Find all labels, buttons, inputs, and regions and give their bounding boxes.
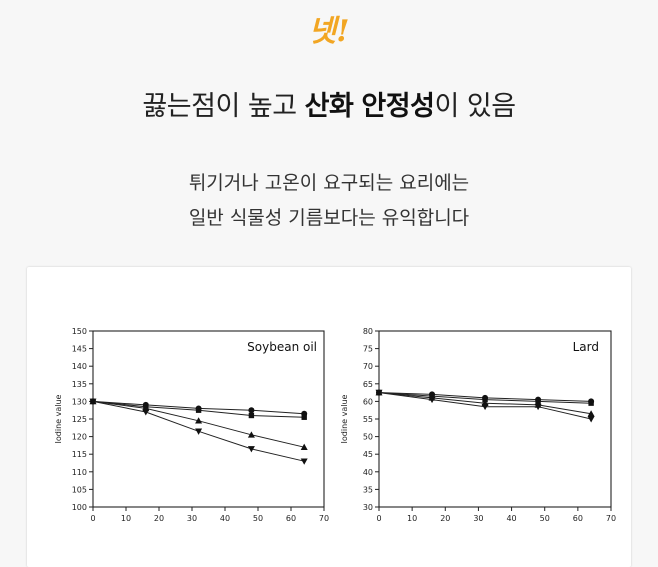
description: 튀기거나 고온이 요구되는 요리에는 일반 식물성 기름보다는 유익합니다 — [0, 166, 658, 236]
chart1-y-tick-label: 120 — [72, 433, 87, 442]
chart1-y-tick-label: 110 — [72, 468, 87, 477]
chart2-y-tick-label: 55 — [363, 415, 373, 424]
chart2-series-4-point — [375, 389, 383, 397]
headline-text: 끓는점이 높고 — [142, 91, 305, 122]
chart1-series-3-point — [247, 431, 255, 438]
chart1-series-4-point — [247, 446, 255, 453]
chart2-x-tick-label: 0 — [376, 514, 381, 523]
chart2-series-4-point — [481, 403, 489, 411]
chart1-x-tick-label: 20 — [154, 514, 164, 523]
chart2-y-tick-label: 80 — [363, 327, 373, 336]
chart2-x-tick-label: 30 — [473, 514, 483, 523]
description-line-2: 일반 식물성 기름보다는 유익합니다 — [188, 207, 470, 229]
chart1-series-4-point — [89, 398, 97, 405]
chart1-y-tick-label: 135 — [72, 380, 87, 389]
chart2-series-3-point — [587, 410, 595, 417]
chart1-y-tick-label: 105 — [72, 485, 87, 494]
chart1-series-3-point — [195, 417, 203, 424]
chart2-y-tick-label: 30 — [363, 503, 373, 512]
chart2-title: Lard — [573, 340, 599, 354]
chart1-x-tick-label: 50 — [253, 514, 263, 523]
chart2-y-tick-label: 35 — [363, 485, 373, 494]
chart2-series-4-point — [587, 416, 595, 423]
chart1-title: Soybean oil — [247, 340, 317, 354]
chart1-x-tick-label: 0 — [90, 514, 95, 523]
description-line-1: 튀기거나 고온이 요구되는 요리에는 — [188, 172, 470, 194]
chart1-y-tick-label: 140 — [72, 362, 87, 371]
chart1-series-4-point — [300, 458, 308, 465]
chart2-frame — [378, 330, 612, 508]
chart2-y-tick-label: 70 — [363, 362, 373, 371]
chart2-x-tick-label: 60 — [573, 514, 583, 523]
chart2-x-tick-label: 10 — [407, 514, 417, 523]
chart2-series-2-point — [588, 400, 594, 406]
chart1-x-tick-label: 10 — [121, 514, 131, 523]
chart2-y-tick-label: 45 — [363, 450, 373, 459]
chart2-y-axis-label: Iodine value — [340, 394, 349, 443]
chart1-y-tick-label: 100 — [72, 503, 87, 512]
chart2-series-2-point — [482, 396, 488, 403]
chart-card: 100 105 110 115 120 125 130 135 140 145 150 0 10 20 30… — [27, 267, 631, 567]
chart2-y-tick-label: 50 — [363, 433, 373, 442]
chart1-y-tick-label: 130 — [72, 397, 87, 406]
chart2-y-tick-label: 40 — [363, 468, 373, 477]
headline-emphasis-oxidation: 산화 — [304, 91, 354, 122]
chart2-x-tick-label: 50 — [540, 514, 550, 523]
chart1-y-axis-label: Iodine value — [54, 394, 63, 443]
chart2-y-tick-label: 65 — [363, 380, 373, 389]
chart1-x-tick-label: 60 — [286, 514, 296, 523]
headline-suffix: 이 있음 — [434, 91, 516, 122]
headline-emphasis-stability: 안정성 — [361, 91, 435, 122]
chart1-x-tick-label: 70 — [319, 514, 329, 523]
chart2-y-tick-label: 60 — [363, 397, 373, 406]
chart2-series-4-point — [428, 396, 436, 404]
chart2-x-tick-label: 40 — [506, 514, 516, 523]
chart1-series-3-point — [300, 443, 308, 450]
headline: 끓는점이 높고 산화 안정성이 있음 — [0, 84, 658, 123]
chart2-x-tick-label: 70 — [606, 514, 616, 523]
chart2-x-tick-label: 20 — [440, 514, 450, 523]
chart1-series-2-point — [301, 414, 307, 420]
exclamation-badge: 넷! — [308, 14, 350, 49]
chart1-frame — [92, 330, 325, 508]
chart1-series-1-point — [248, 407, 255, 414]
chart1-y-tick-label: 145 — [72, 345, 87, 354]
chart1-y-tick-label: 125 — [72, 415, 87, 424]
chart2-series-2-point — [535, 398, 541, 405]
chart2-series-4-point — [534, 403, 542, 411]
chart1-series-2-point — [248, 412, 255, 419]
chart1-y-tick-label: 115 — [72, 450, 87, 459]
chart1-series-4-point — [195, 428, 203, 435]
chart1-series-2-point — [195, 407, 202, 413]
chart1-y-tick-label: 150 — [72, 327, 87, 336]
chart1-x-tick-label: 30 — [187, 514, 197, 523]
chart1-series-4-point — [142, 409, 150, 416]
chart2-y-tick-label: 75 — [363, 345, 373, 354]
chart1-x-tick-label: 40 — [220, 514, 230, 523]
